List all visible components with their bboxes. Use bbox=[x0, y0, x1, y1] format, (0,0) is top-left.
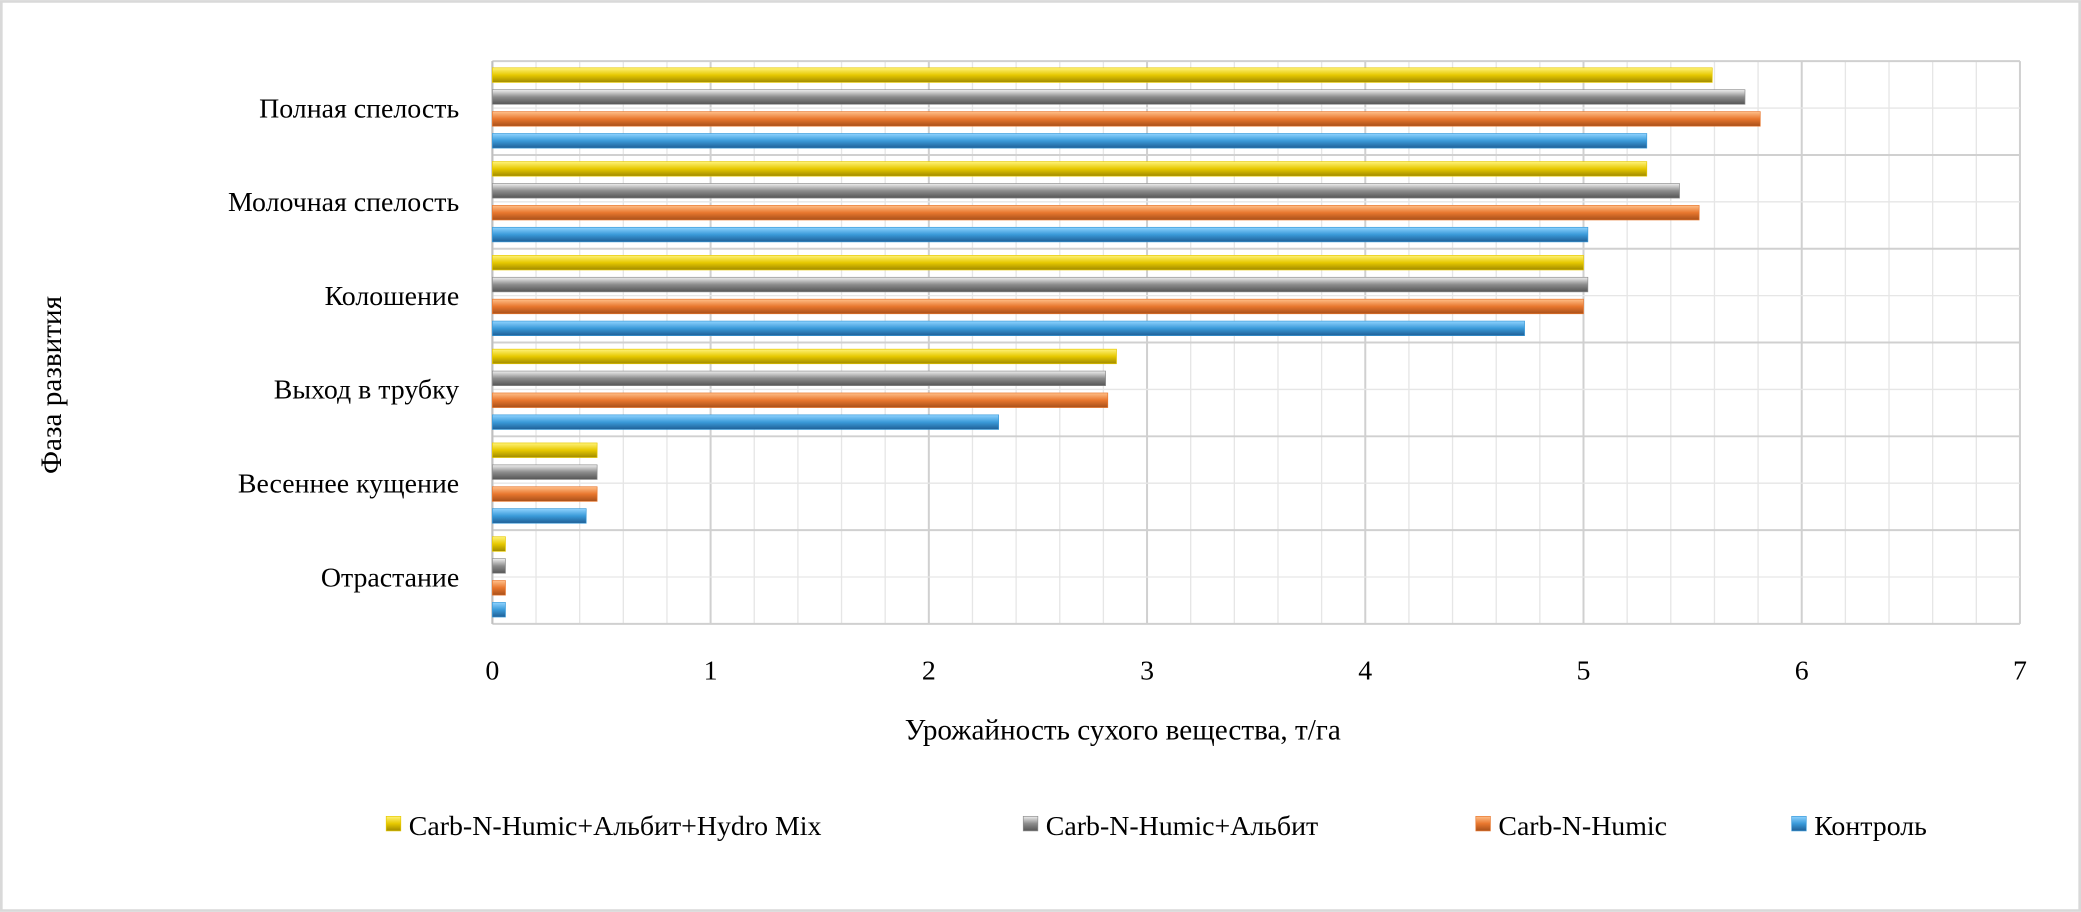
x-tick-label: 5 bbox=[1577, 656, 1591, 687]
bar bbox=[492, 133, 1648, 149]
bar bbox=[492, 580, 506, 596]
bar bbox=[492, 255, 1584, 271]
x-tick-label: 6 bbox=[1795, 656, 1809, 687]
y-tick-labels: Отрастание Весеннее кущение Выход в трубку… bbox=[228, 93, 459, 593]
bar bbox=[492, 348, 1117, 365]
bar bbox=[492, 536, 506, 552]
x-tick-label: 4 bbox=[1358, 656, 1372, 687]
bar bbox=[492, 89, 1746, 105]
x-tick-label: 0 bbox=[485, 656, 499, 687]
bar bbox=[492, 486, 598, 502]
y-tick-label: Выход в трубку bbox=[274, 375, 460, 406]
bar bbox=[492, 183, 1680, 199]
bar bbox=[492, 392, 1109, 408]
legend-label: Carb-N-Humic bbox=[1498, 811, 1667, 842]
x-tick-label: 7 bbox=[2013, 656, 2027, 687]
bar bbox=[492, 226, 1589, 243]
bar bbox=[492, 558, 506, 574]
y-axis-title: Фаза развития bbox=[36, 296, 68, 474]
x-tick-label: 1 bbox=[704, 656, 718, 687]
bar bbox=[492, 67, 1713, 83]
y-tick-label: Молочная спелость bbox=[228, 187, 459, 218]
y-tick-label: Весеннее кущение bbox=[238, 468, 459, 499]
x-tick-label: 3 bbox=[1140, 656, 1154, 687]
bars bbox=[492, 67, 1761, 618]
bar bbox=[492, 111, 1761, 127]
grid bbox=[491, 60, 2021, 625]
bar bbox=[492, 276, 1589, 293]
legend-label: Carb-N-Humic+Альбит bbox=[1046, 811, 1318, 842]
bar bbox=[492, 298, 1584, 315]
y-tick-label: Колошение bbox=[325, 281, 460, 312]
y-tick-label: Отрастание bbox=[321, 562, 459, 593]
x-tick-label: 2 bbox=[922, 656, 936, 687]
bar bbox=[492, 161, 1648, 177]
bar bbox=[492, 205, 1700, 221]
bar bbox=[492, 414, 999, 430]
legend-swatch bbox=[1475, 815, 1491, 832]
legend-label: Контроль bbox=[1814, 811, 1927, 842]
bar bbox=[492, 370, 1106, 386]
bar bbox=[492, 464, 598, 480]
bar bbox=[492, 442, 598, 458]
x-tick-labels: 0 1 2 3 4 5 6 7 bbox=[485, 656, 2027, 687]
legend-swatch bbox=[1022, 815, 1039, 832]
bar bbox=[492, 508, 587, 524]
y-tick-label: Полная спелость bbox=[259, 93, 459, 124]
legend: Carb-N-Humic+Альбит+Hydro Mix Carb-N-Humi… bbox=[385, 811, 1927, 842]
x-axis-title: Урожайность сухого вещества, т/га bbox=[905, 714, 1341, 746]
bar bbox=[492, 320, 1525, 337]
legend-swatch bbox=[385, 815, 402, 832]
bar bbox=[492, 602, 506, 618]
legend-label: Carb-N-Humic+Альбит+Hydro Mix bbox=[409, 811, 822, 842]
legend-swatch bbox=[1791, 815, 1807, 832]
